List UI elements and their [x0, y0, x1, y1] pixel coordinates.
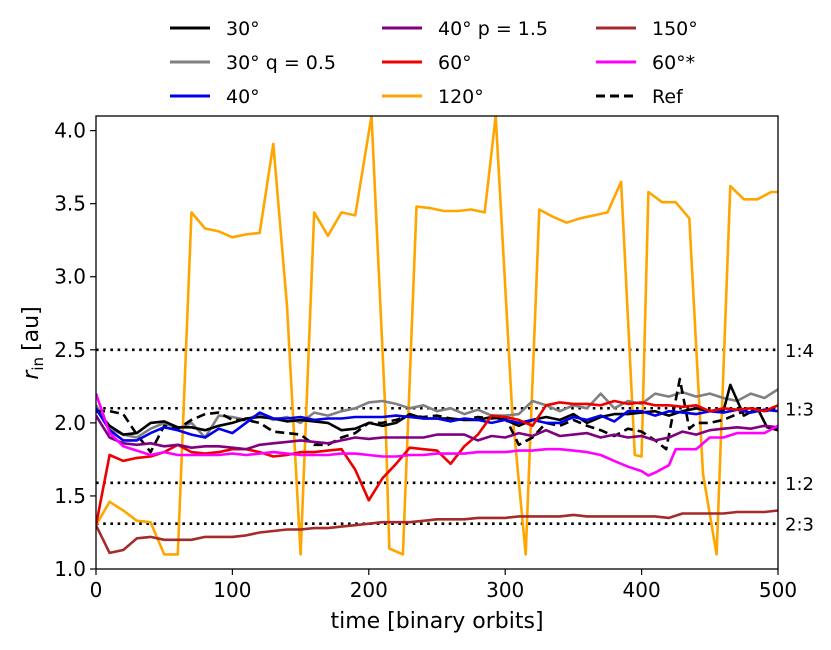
series-line-150	[96, 509, 778, 555]
legend-label-30-q-0-5: 30° q = 0.5	[226, 52, 336, 74]
x-tick-label: 0	[90, 578, 103, 602]
series-line-120	[96, 116, 778, 556]
x-tick-label: 400	[623, 578, 661, 602]
y-axis-label-main: r	[19, 369, 44, 380]
series-layer	[96, 116, 778, 556]
x-tick-label: 500	[759, 578, 797, 602]
legend-label-ref: Ref	[652, 86, 684, 108]
series-line-40	[96, 407, 778, 442]
legend-label-30: 30°	[226, 18, 260, 40]
legend-label-60: 60°	[438, 52, 472, 74]
axes: 0 100 200 300 400 500 1.0 1.5 2.0 2.5 3.0 3.5 4.0	[54, 119, 797, 602]
y-tick-label: 3.0	[54, 265, 86, 289]
y-tick-label: 4.0	[54, 119, 86, 143]
y-tick-label: 2.5	[54, 338, 86, 362]
y-tick-label: 1.5	[54, 484, 86, 508]
y-tick-label: 3.5	[54, 192, 86, 216]
resonance-label-2-3: 2:3	[785, 515, 814, 536]
legend-label-60: 60°*	[652, 52, 695, 74]
x-tick-label: 200	[350, 578, 388, 602]
resonance-label-1-2: 1:2	[785, 474, 814, 495]
series-line-40-p-1-5	[96, 414, 778, 451]
plot-frame	[95, 115, 779, 570]
series-line-30-q-0-5	[96, 388, 778, 439]
y-tick-label: 2.0	[54, 411, 86, 435]
legend: 30° 30° q = 0.5 40° 40° p = 1.5 60° 120° 150° 6…	[170, 18, 698, 108]
y-tick-label: 1.0	[54, 557, 86, 581]
resonance-label-1-3: 1:3	[785, 399, 814, 420]
x-tick-label: 100	[213, 578, 251, 602]
y-axis-label: rin [au]	[19, 306, 47, 379]
series-line-60	[96, 399, 778, 526]
x-tick-label: 300	[486, 578, 524, 602]
y-axis-label-unit: [au]	[19, 306, 44, 351]
legend-label-40-p-1-5: 40° p = 1.5	[438, 18, 548, 40]
series-line-60	[96, 393, 778, 477]
resonance-labels: 1:4 1:3 1:2 2:3	[785, 341, 814, 536]
legend-label-120: 120°	[438, 86, 484, 108]
y-axis-label-sub: in	[29, 357, 47, 371]
resonance-lines	[96, 348, 778, 526]
legend-label-40: 40°	[226, 86, 260, 108]
resonance-label-1-4: 1:4	[785, 341, 814, 362]
legend-label-150: 150°	[652, 18, 698, 40]
x-axis-label: time [binary orbits]	[330, 609, 543, 634]
series-line-ref	[96, 377, 778, 454]
series-line-30	[96, 383, 778, 436]
